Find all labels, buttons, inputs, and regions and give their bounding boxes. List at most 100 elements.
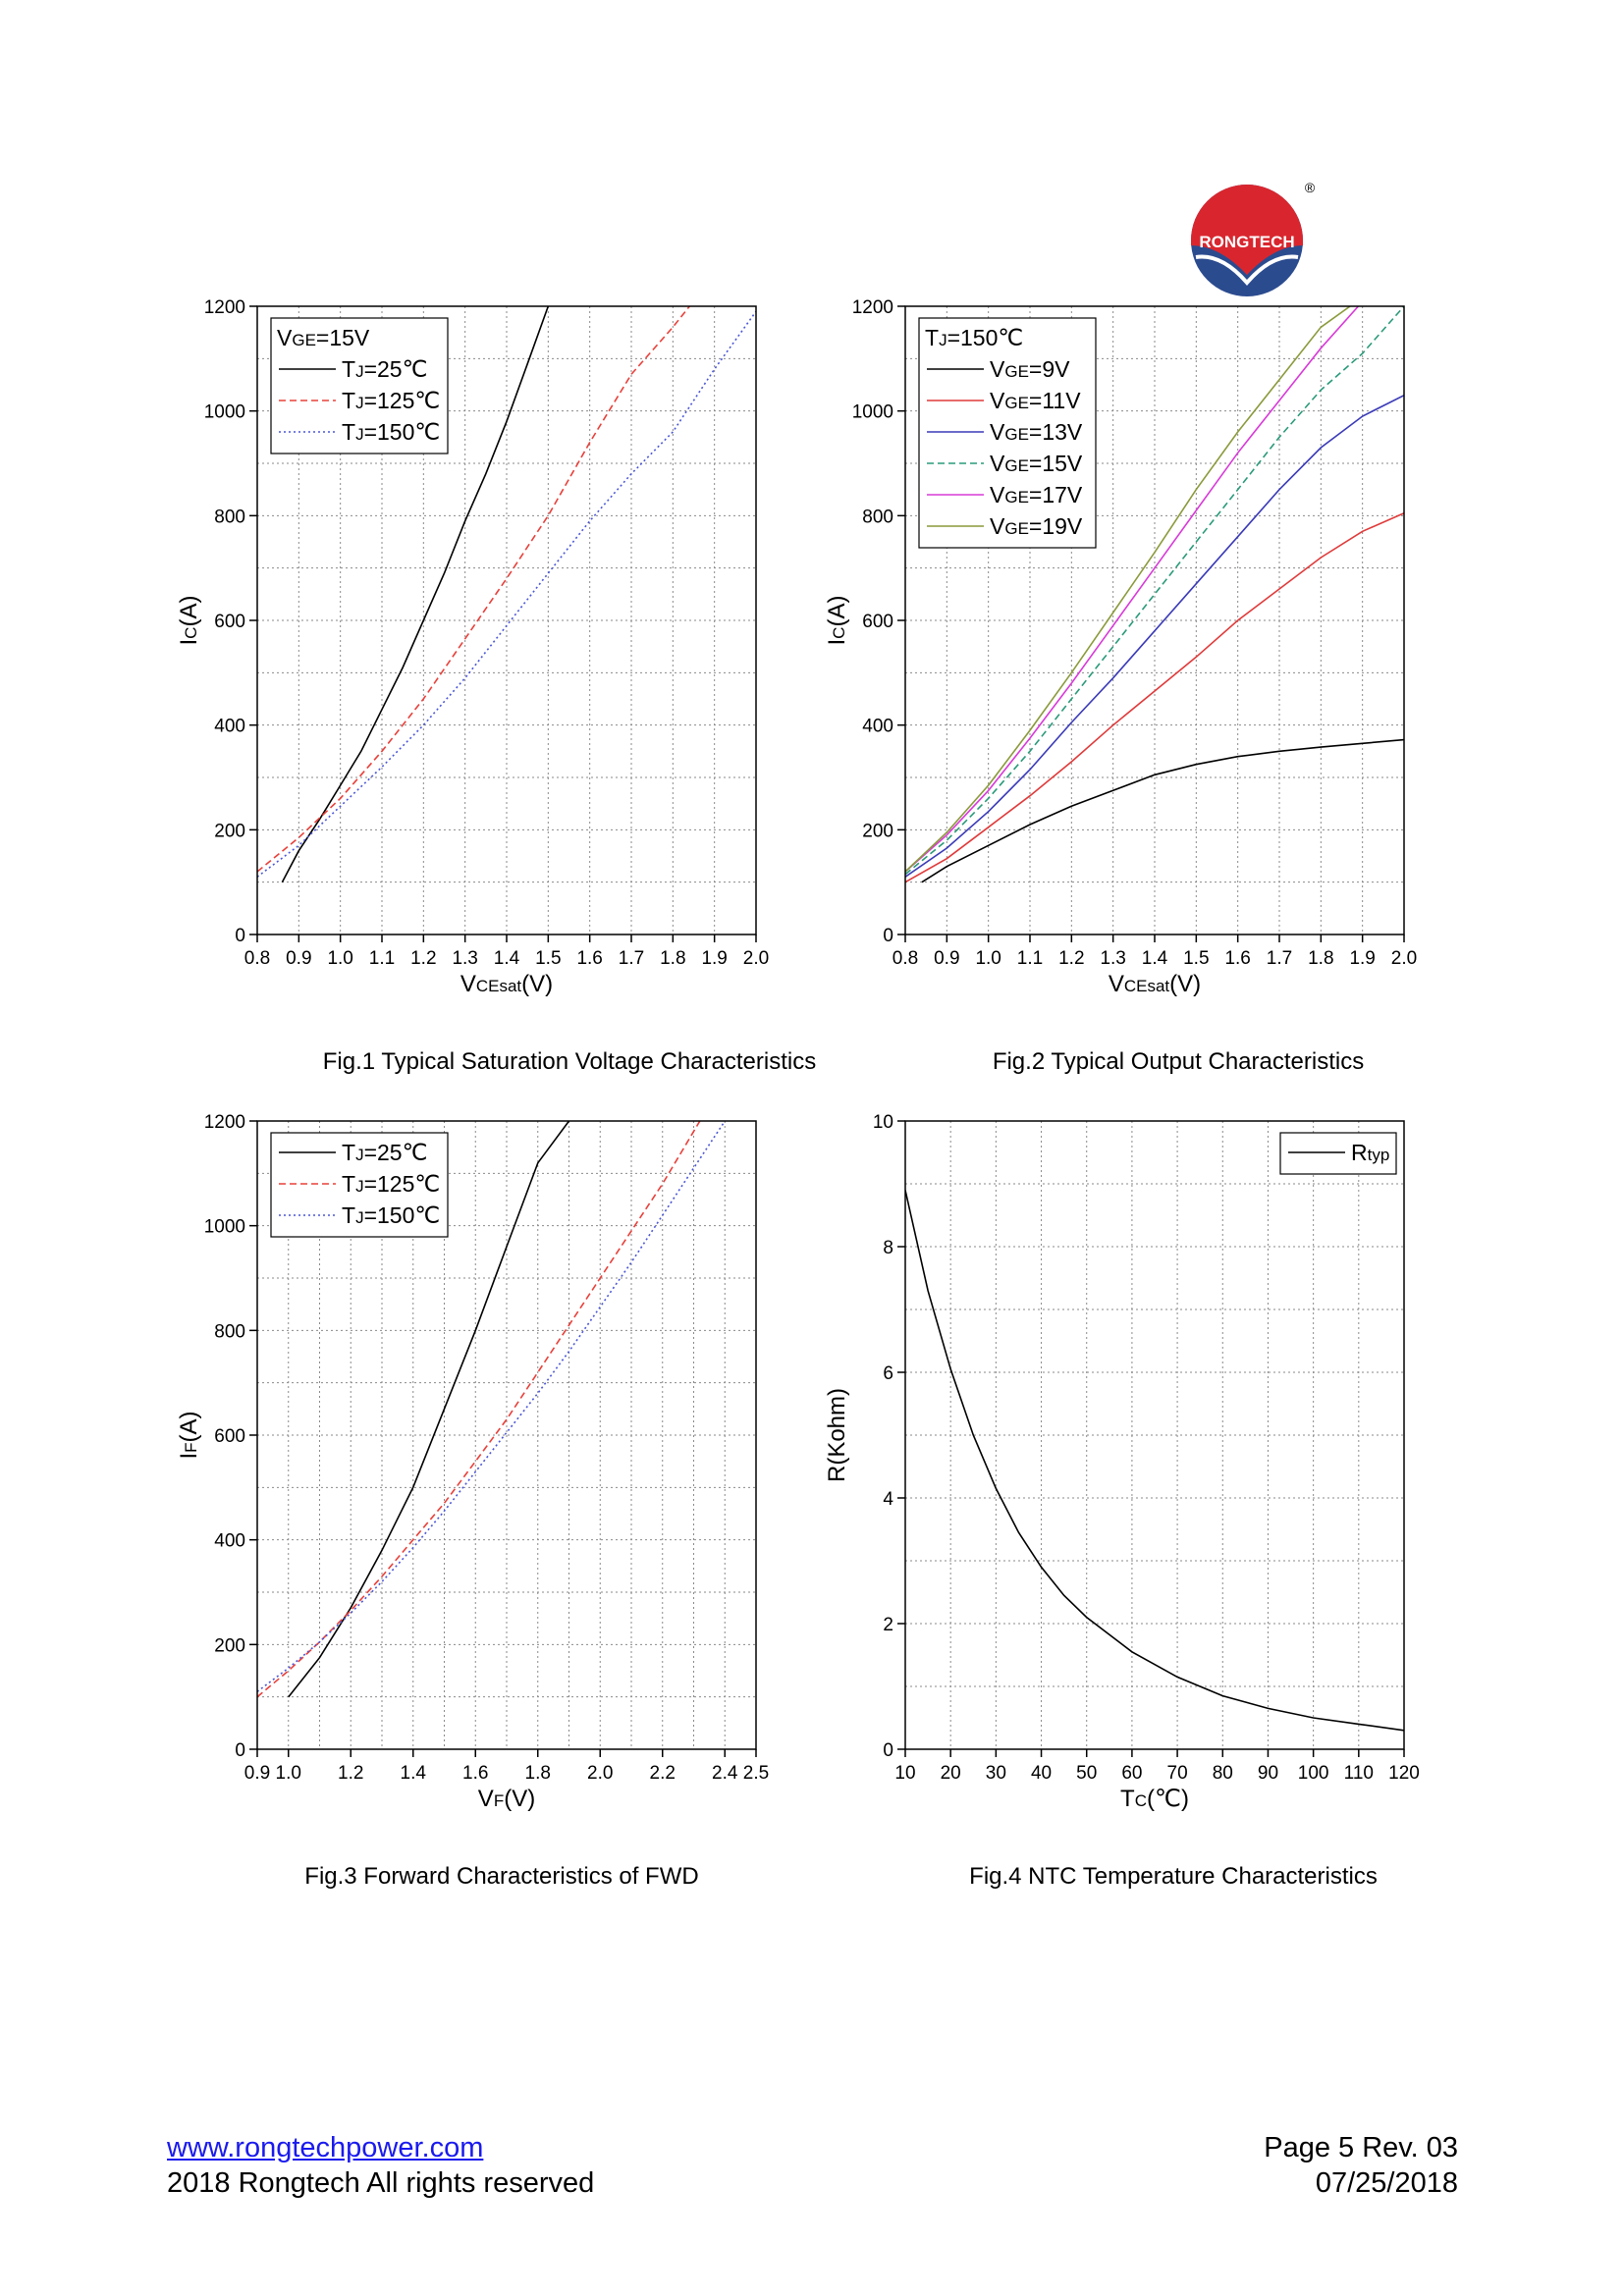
fig4-legend-entry-0: Rtyp bbox=[1351, 1140, 1389, 1165]
fig3-axes: 0.9 1.0 1.2 1.4 1.6 1.8 2.0 2.2 2.4 2.5 0 200 400 600… bbox=[204, 1112, 769, 1784]
fig2-legend-box bbox=[918, 317, 1097, 549]
y-tick-label: 1200 bbox=[204, 1112, 245, 1133]
fig2-legend-header-sub: J bbox=[939, 331, 947, 349]
fig2-series-line-1 bbox=[905, 511, 1404, 883]
fig4-legend-box bbox=[1279, 1132, 1397, 1175]
fig2-axes: 0.8 0.9 1.0 1.1 1.2 1.3 1.4 1.5 1.6 1.7 1.8 1.9 2.0 0… bbox=[852, 297, 1417, 969]
fig1-legend-entry-1-sub: J bbox=[355, 394, 364, 412]
caption-fig2: Fig.2 Typical Output Characteristics bbox=[992, 1048, 1365, 1075]
fig2-legend-entry-3-main: V bbox=[990, 451, 1005, 476]
x-tick-label: 1.3 bbox=[452, 948, 477, 969]
fig3-legend-box bbox=[270, 1132, 449, 1238]
x-tick-label: 70 bbox=[1167, 1763, 1188, 1784]
fig2-legend-entry-4-main: V bbox=[990, 482, 1005, 507]
y-tick-label: 400 bbox=[214, 717, 245, 737]
y-tick-label: 10 bbox=[873, 1112, 893, 1133]
y-tick-label: 4 bbox=[883, 1489, 893, 1510]
y-tick-label: 0 bbox=[883, 1740, 893, 1761]
x-tick-label: 2.0 bbox=[1391, 948, 1417, 969]
x-tick-label: 1.3 bbox=[1100, 948, 1125, 969]
y-tick-label: 200 bbox=[214, 821, 245, 841]
x-tick-label: 1.4 bbox=[494, 948, 520, 969]
x-tick-label: 2.5 bbox=[743, 1763, 769, 1784]
chart-fig2: 0.8 0.9 1.0 1.1 1.2 1.3 1.4 1.5 1.6 1.7 1.8 1.9 2.0 0… bbox=[805, 294, 1473, 1041]
fig4-series-line-0 bbox=[905, 1190, 1404, 1732]
x-tick-label: 1.7 bbox=[1267, 948, 1292, 969]
fig2-legend-entry-5-tail: =19V bbox=[1029, 513, 1083, 539]
fig2-legend-entry-3-sub: GE bbox=[1004, 456, 1029, 475]
y-tick-label: 1000 bbox=[204, 1217, 245, 1238]
y-tick-label: 400 bbox=[862, 717, 893, 737]
fig2-series bbox=[905, 306, 1404, 883]
website-link[interactable]: www.rongtechpower.com bbox=[167, 2132, 484, 2163]
fig2-legend-entry-0-tail: =9V bbox=[1029, 356, 1070, 382]
y-tick-label: 600 bbox=[214, 612, 245, 632]
caption-fig4: Fig.4 NTC Temperature Characteristics bbox=[969, 1863, 1378, 1890]
fig3-series-line-2 bbox=[257, 1121, 726, 1692]
x-tick-label: 1.1 bbox=[369, 948, 395, 969]
fig1-xlabel: VCEsat(V) bbox=[460, 971, 553, 997]
fig3-ylabel-tail: (A) bbox=[176, 1411, 202, 1442]
logo-brand-text: RONGTECH bbox=[1199, 233, 1294, 251]
fig1-legend-header: VGE=15V bbox=[277, 325, 370, 350]
y-tick-label: 800 bbox=[214, 507, 245, 527]
fig2-legend-entry-2: VGE=13V bbox=[990, 419, 1083, 445]
fig2-legend-entry-1: VGE=11V bbox=[990, 388, 1081, 413]
fig1-legend-box bbox=[270, 317, 449, 454]
fig2-series-line-3 bbox=[905, 306, 1404, 876]
x-tick-label: 1.5 bbox=[535, 948, 561, 969]
chart-fig1-svg: 0.8 0.9 1.0 1.1 1.2 1.3 1.4 1.5 1.6 1.7 1.8 1.9 2.0 0… bbox=[176, 297, 769, 997]
x-tick-label: 0.9 bbox=[244, 1763, 270, 1784]
fig3-legend-entry-0-sub: J bbox=[355, 1146, 364, 1164]
fig2-xlabel-tail: (V) bbox=[1169, 971, 1201, 997]
fig3-legend-entry-2-tail: =150℃ bbox=[364, 1202, 441, 1228]
fig2-ylabel-main: I bbox=[824, 639, 850, 646]
fig3-legend: TJ=25℃TJ=125℃TJ=150℃ bbox=[270, 1132, 449, 1238]
fig3-legend-entry-0-tail: =25℃ bbox=[364, 1140, 428, 1165]
x-tick-label: 0.8 bbox=[893, 948, 918, 969]
fig1-legend-entry-1-tail: =125℃ bbox=[364, 388, 441, 413]
fig1-legend-entry-2-tail: =150℃ bbox=[364, 419, 441, 445]
chart-fig3: 0.9 1.0 1.2 1.4 1.6 1.8 2.0 2.2 2.4 2.5 0 200 400 600… bbox=[157, 1109, 825, 1855]
x-tick-label: 90 bbox=[1258, 1763, 1278, 1784]
fig2-series-line-5 bbox=[905, 306, 1351, 873]
x-tick-label: 50 bbox=[1076, 1763, 1097, 1784]
fig3-legend-entry-0-main: T bbox=[342, 1140, 355, 1165]
revision-date: 07/25/2018 bbox=[1315, 2167, 1458, 2199]
fig2-legend-entry-1-main: V bbox=[990, 388, 1005, 413]
fig2-legend-entry-3-tail: =15V bbox=[1029, 451, 1083, 476]
fig1-legend-entry-1-main: T bbox=[342, 388, 355, 413]
footer-left: www.rongtechpower.com 2018 Rongtech All … bbox=[167, 2130, 594, 2201]
y-tick-label: 200 bbox=[214, 1635, 245, 1656]
fig1-legend-entry-0-main: T bbox=[342, 356, 355, 382]
x-tick-label: 2.4 bbox=[712, 1763, 738, 1784]
fig2-legend-entry-0-main: V bbox=[990, 356, 1005, 382]
x-tick-label: 1.6 bbox=[1224, 948, 1250, 969]
fig4-xlabel-tail: (℃) bbox=[1147, 1786, 1189, 1812]
x-tick-label: 1.8 bbox=[525, 1763, 551, 1784]
x-tick-label: 0.9 bbox=[934, 948, 959, 969]
y-tick-label: 1200 bbox=[852, 297, 893, 318]
fig2-legend-entry-2-tail: =13V bbox=[1029, 419, 1083, 445]
fig2-legend-entry-0-sub: GE bbox=[1004, 362, 1029, 381]
fig2-legend-entry-2-main: V bbox=[990, 419, 1005, 445]
fig3-xlabel: VF(V) bbox=[478, 1786, 535, 1812]
x-tick-label: 120 bbox=[1388, 1763, 1420, 1784]
x-tick-label: 1.9 bbox=[701, 948, 727, 969]
y-tick-label: 800 bbox=[862, 507, 893, 527]
x-tick-label: 2.0 bbox=[587, 1763, 613, 1784]
fig2-legend-entry-5-main: V bbox=[990, 513, 1005, 539]
fig2-legend-entry-2-sub: GE bbox=[1004, 425, 1029, 444]
fig1-legend-header-tail: =15V bbox=[316, 325, 370, 350]
fig4-xlabel-main: T bbox=[1120, 1786, 1135, 1812]
x-tick-label: 1.6 bbox=[462, 1763, 488, 1784]
fig3-legend-entry-0: TJ=25℃ bbox=[342, 1140, 427, 1165]
fig2-legend-entry-1-sub: GE bbox=[1004, 394, 1029, 412]
fig4-ylabel-main: R(Kohm) bbox=[824, 1388, 850, 1482]
y-tick-label: 400 bbox=[214, 1531, 245, 1552]
fig3-xlabel-main: V bbox=[478, 1786, 494, 1812]
fig1-ylabel-tail: (A) bbox=[176, 596, 202, 627]
y-tick-label: 800 bbox=[214, 1321, 245, 1342]
y-tick-label: 200 bbox=[862, 821, 893, 841]
